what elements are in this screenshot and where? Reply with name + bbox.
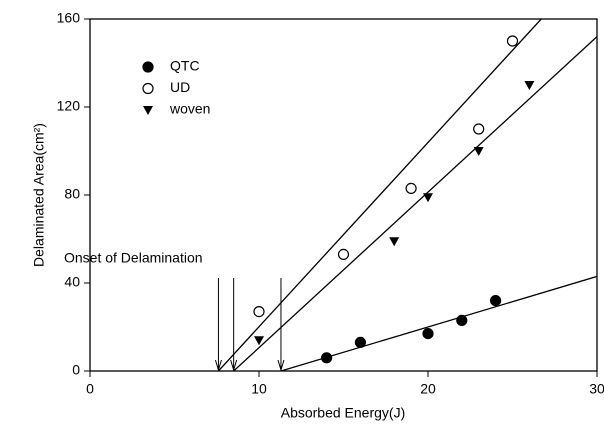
x-tick-label: 30 — [589, 381, 604, 397]
plot-frame — [89, 18, 598, 372]
point — [337, 248, 350, 260]
point — [405, 182, 417, 194]
point — [456, 314, 468, 326]
legend-marker — [142, 61, 154, 73]
point — [524, 81, 535, 90]
annotation: Onset of Delamination — [64, 250, 203, 266]
legend-label: QTC — [170, 58, 200, 74]
point — [422, 328, 434, 340]
y-axis-label: Delaminated Area(cm²) — [31, 123, 47, 267]
point — [254, 336, 264, 346]
legend-marker — [142, 82, 154, 95]
fit-line — [233, 36, 597, 371]
point — [506, 35, 519, 47]
x-tick-label: 20 — [420, 381, 436, 397]
x-tick-label: 0 — [86, 381, 94, 397]
legend-label: woven — [169, 101, 210, 117]
onset-arrowhead — [230, 359, 238, 372]
y-tick-label: 40 — [64, 274, 80, 290]
point — [253, 306, 265, 318]
y-tick-label: 0 — [72, 362, 80, 378]
onset-arrowhead — [277, 359, 285, 372]
onset-arrowhead — [214, 359, 222, 372]
y-tick-label: 120 — [57, 98, 81, 114]
point — [321, 352, 333, 364]
x-axis-label: Absorbed Energy(J) — [281, 405, 406, 421]
point — [473, 147, 484, 156]
point — [473, 123, 485, 135]
fit-line — [217, 19, 542, 371]
x-tick-label: 10 — [251, 381, 267, 397]
point — [389, 237, 400, 247]
plot-area — [217, 19, 597, 371]
fit-line — [280, 275, 597, 371]
legend-label: UD — [170, 79, 190, 95]
point — [490, 295, 502, 307]
y-tick-label: 80 — [64, 186, 80, 202]
y-tick-label: 160 — [57, 10, 81, 26]
legend-marker — [143, 106, 153, 115]
point — [423, 193, 433, 203]
point — [354, 336, 366, 348]
